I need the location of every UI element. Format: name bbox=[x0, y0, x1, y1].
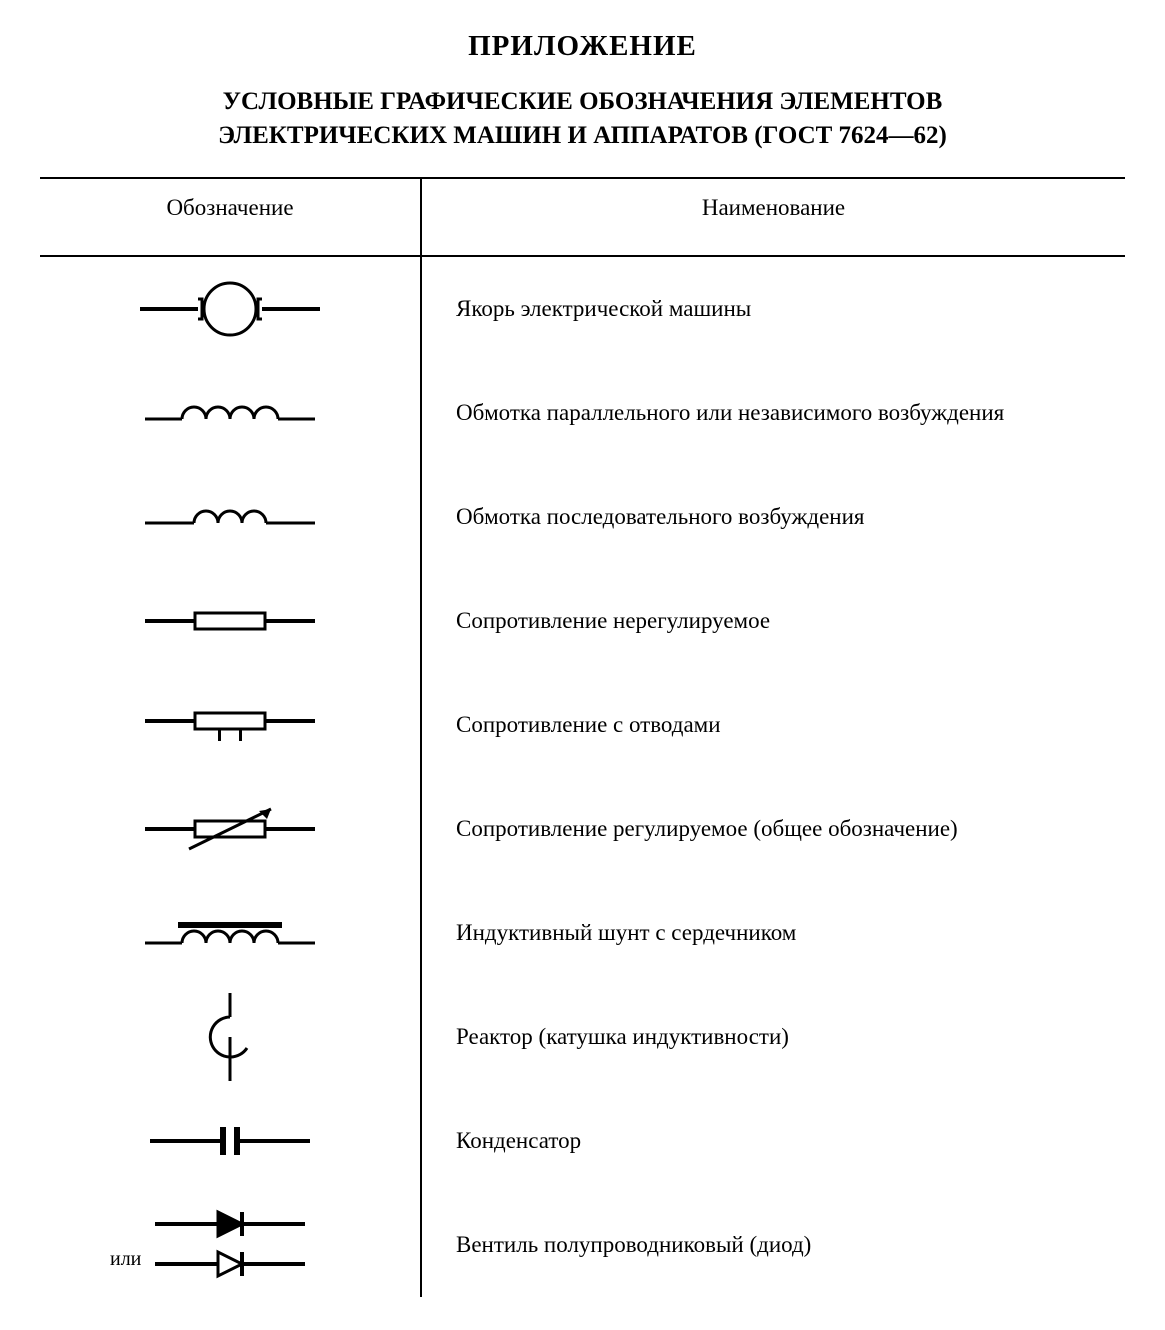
name-cell: Сопротивление с отводами bbox=[421, 673, 1125, 777]
symbol-cell bbox=[40, 256, 421, 361]
table-row: Индуктивный шунт с сердечником bbox=[40, 881, 1125, 985]
name-cell: Конденсатор bbox=[421, 1089, 1125, 1193]
symbols-table: Обозначение Наименование Якорь электриче… bbox=[40, 177, 1125, 1297]
symbol-svg bbox=[130, 487, 330, 547]
symbol-svg bbox=[130, 383, 330, 443]
table-row: Обмотка последовательного возбуждения bbox=[40, 465, 1125, 569]
name-cell: Обмотка последовательного возбуждения bbox=[421, 465, 1125, 569]
symbol-svg bbox=[130, 279, 330, 339]
table-row: Сопротивление с отводами bbox=[40, 673, 1125, 777]
page-subtitle: УСЛОВНЫЕ ГРАФИЧЕСКИЕ ОБОЗНАЧЕНИЯ ЭЛЕМЕНТ… bbox=[153, 85, 1013, 153]
name-cell: Сопротивление регулируемое (общее обозна… bbox=[421, 777, 1125, 881]
symbol-svg bbox=[130, 1111, 330, 1171]
symbol-svg bbox=[130, 695, 330, 755]
symbol-cell bbox=[40, 881, 421, 985]
table-header-symbol: Обозначение bbox=[40, 178, 421, 256]
table-row: или Вентиль полупроводниковый (диод) bbox=[40, 1193, 1125, 1297]
symbol-svg bbox=[130, 903, 330, 963]
name-cell: Индуктивный шунт с сердечником bbox=[421, 881, 1125, 985]
name-cell: Сопротивление нерегулируемое bbox=[421, 569, 1125, 673]
name-cell: Реактор (катушка индуктивности) bbox=[421, 985, 1125, 1089]
name-cell: Обмотка параллельного или независимого в… bbox=[421, 361, 1125, 465]
symbol-svg bbox=[130, 591, 330, 651]
symbol-cell bbox=[40, 361, 421, 465]
symbol-cell bbox=[40, 673, 421, 777]
name-cell: Вентиль полупроводниковый (диод) bbox=[421, 1193, 1125, 1297]
symbol-svg bbox=[130, 987, 330, 1087]
table-row: Сопротивление регулируемое (общее обозна… bbox=[40, 777, 1125, 881]
symbol-cell: или bbox=[40, 1193, 421, 1297]
symbol-cell bbox=[40, 777, 421, 881]
table-row: Сопротивление нерегулируемое bbox=[40, 569, 1125, 673]
name-cell: Якорь электрической машины bbox=[421, 256, 1125, 361]
table-row: Якорь электрической машины bbox=[40, 256, 1125, 361]
table-row: Обмотка параллельного или независимого в… bbox=[40, 361, 1125, 465]
symbol-cell bbox=[40, 985, 421, 1089]
symbol-cell bbox=[40, 465, 421, 569]
table-row: Конденсатор bbox=[40, 1089, 1125, 1193]
symbol-svg bbox=[130, 799, 330, 859]
page-title: ПРИЛОЖЕНИЕ bbox=[40, 30, 1125, 63]
table-row: Реактор (катушка индуктивности) bbox=[40, 985, 1125, 1089]
symbol-cell bbox=[40, 569, 421, 673]
subtitle-line-1: УСЛОВНЫЕ ГРАФИЧЕСКИЕ ОБОЗНАЧЕНИЯ ЭЛЕМЕНТ… bbox=[223, 88, 943, 115]
subtitle-line-2: ЭЛЕКТРИЧЕСКИХ МАШИН И АППАРАТОВ (ГОСТ 76… bbox=[218, 122, 947, 149]
or-label: или bbox=[50, 1248, 141, 1271]
symbol-cell bbox=[40, 1089, 421, 1193]
table-header-name: Наименование bbox=[421, 178, 1125, 256]
symbol-svg bbox=[130, 1200, 330, 1290]
